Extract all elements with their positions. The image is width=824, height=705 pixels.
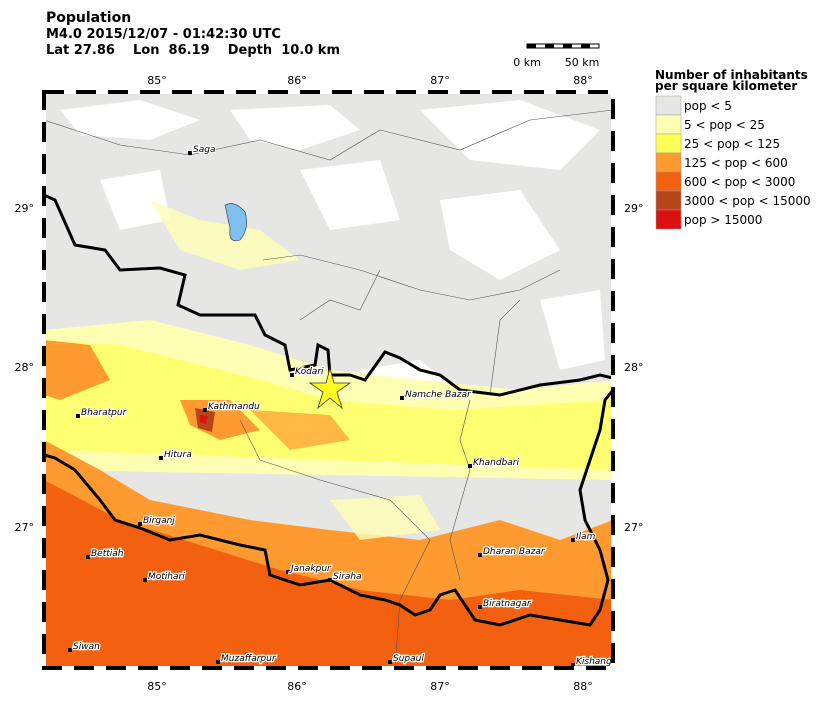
city-label: Biratnagar [483,599,532,609]
city-label: Kodari [295,367,324,377]
city-label: Kathmandu [208,402,260,412]
city-label: Kishang [576,657,612,667]
city-marker [68,648,72,652]
city-marker [138,522,142,526]
legend-label: 5 < pop < 25 [684,118,765,132]
legend-title: Number of inhabitants [655,68,808,82]
legend-label: 125 < pop < 600 [684,156,788,170]
city-marker [468,464,472,468]
city-marker [290,373,294,377]
legend-swatch [655,209,682,230]
lon-label: 87° [430,680,450,693]
city-marker [388,660,392,664]
city-label: Ilam [576,532,596,542]
legend-label: 3000 < pop < 15000 [684,194,811,208]
location-line: Lat 27.86 Lon 86.19 Depth 10.0 km [46,43,340,58]
legend-label: 600 < pop < 3000 [684,175,795,189]
city-label: Dharan Bazar [483,547,546,557]
lat-label: 27° [15,521,35,534]
lon-label: 86° [287,680,307,693]
lon-label: 85° [147,680,167,693]
lon-label: 85° [147,74,167,87]
city-label: Birganj [143,516,175,526]
legend-swatch [655,190,682,211]
legend-swatch [655,95,682,116]
city-marker [86,555,90,559]
city-marker [216,660,220,664]
city-marker [571,538,575,542]
title: Population [46,10,131,26]
legend-title: per square kilometer [655,79,797,93]
lat-label: 27° [624,521,644,534]
lat-label: 29° [624,202,644,215]
city-label: Supaul [393,654,424,664]
legend-swatch [655,171,682,192]
legend-label: pop > 15000 [684,213,762,227]
city-marker [286,570,290,574]
city-label: Bettiah [91,549,124,559]
city-marker [188,151,192,155]
scale-label: 50 km [565,56,600,69]
lon-label: 86° [287,74,307,87]
lon-label: 87° [430,74,450,87]
city-label: Hitura [164,450,192,460]
lon-label: 88° [573,680,593,693]
lat-label: 29° [15,202,35,215]
city-marker [478,605,482,609]
city-label: Bharatpur [81,408,128,418]
city-marker [328,578,332,582]
city-label: Motihari [148,572,185,582]
city-label: Saga [193,145,215,155]
legend-swatch [655,114,682,135]
city-marker [143,578,147,582]
city-marker [76,414,80,418]
scale-bar: 0 km 50 km [513,43,600,69]
epicenter [308,366,352,410]
lat-label: 28° [624,361,644,374]
city-marker [400,396,404,400]
legend-label: 25 < pop < 125 [684,137,780,151]
city-label: Siraha [333,572,362,582]
city-marker [571,663,575,667]
lon-label: 88° [573,74,593,87]
city-label: Siwan [73,642,100,652]
city-label: Muzaffarpur [221,654,277,664]
legend-label: pop < 5 [684,99,732,113]
city-label: Janakpur [289,564,332,574]
map: Saga Kodari Namche Bazar Bharatpur Kathmandu… [44,92,613,668]
legend-swatch [655,152,682,173]
lat-label: 28° [15,361,35,374]
city-label: Khandbari [473,458,519,468]
event-line: M4.0 2015/12/07 - 01:42:30 UTC [46,27,281,42]
legend-swatch [655,133,682,154]
city-marker [159,456,163,460]
scale-label: 0 km [513,56,541,69]
city-label: Namche Bazar [405,390,472,400]
city-marker [478,553,482,557]
city-marker [203,408,207,412]
